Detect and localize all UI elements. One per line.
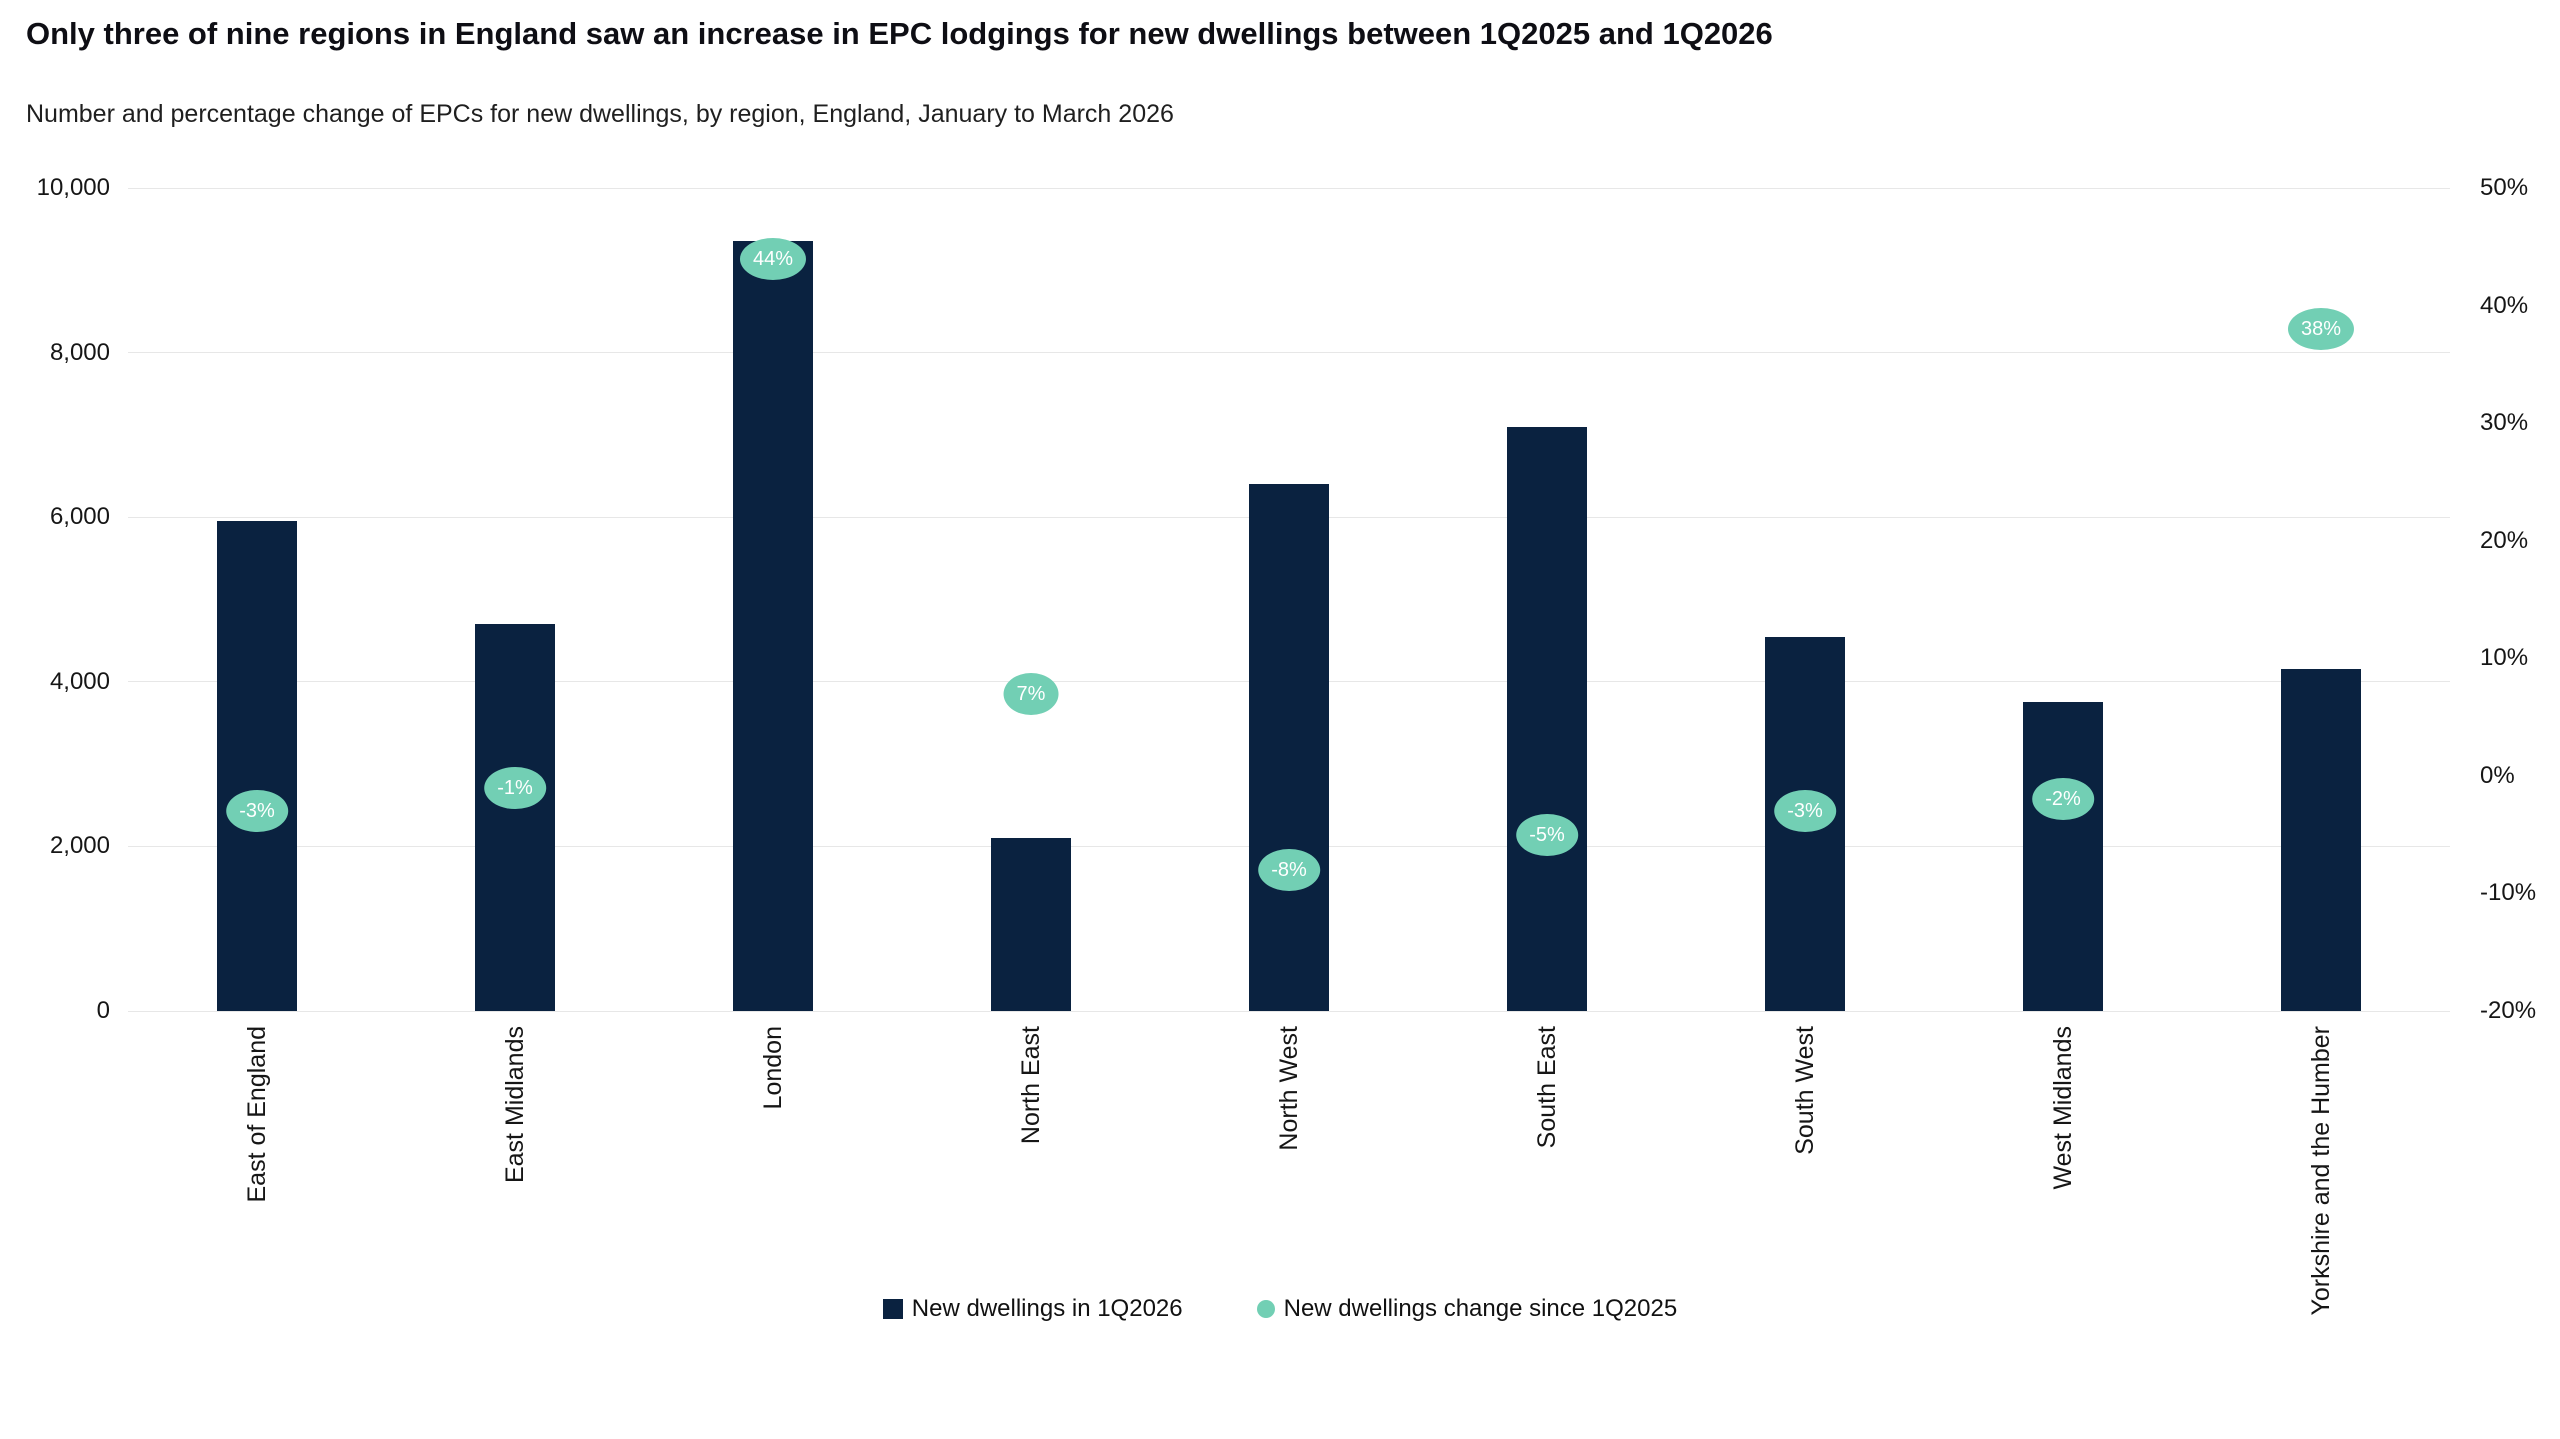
change-marker: -1% — [484, 766, 546, 809]
bar — [1249, 484, 1329, 1011]
right-axis-tick-label: 0% — [2480, 761, 2515, 789]
category-label: East Midlands — [501, 1026, 529, 1184]
legend-item-new-dwellings: New dwellings in 1Q2026 — [882, 1295, 1183, 1323]
bar — [217, 521, 297, 1011]
change-marker: 38% — [2287, 308, 2355, 351]
legend-label-new-dwellings: New dwellings in 1Q2026 — [911, 1295, 1183, 1322]
chart-subtitle: Number and percentage change of EPCs for… — [26, 100, 1174, 128]
category-label: London — [759, 1026, 787, 1110]
right-axis-tick-label: 30% — [2480, 409, 2529, 437]
right-axis-tick-label: 50% — [2480, 174, 2529, 201]
legend-label-change: New dwellings change since 1Q2025 — [1283, 1295, 1678, 1322]
bar — [475, 624, 555, 1011]
left-axis-tick-label: 10,000 — [36, 174, 110, 201]
change-marker: -2% — [2032, 778, 2094, 821]
gridline — [128, 1010, 2450, 1012]
right-axis-tick-label: -20% — [2480, 997, 2537, 1024]
left-axis-tick-label: 8,000 — [49, 338, 110, 366]
left-axis-tick-label: 0 — [96, 997, 110, 1024]
change-marker: 44% — [739, 237, 807, 280]
bar-series-swatch-icon — [882, 1299, 903, 1319]
right-axis-tick-label: 20% — [2480, 526, 2529, 554]
left-axis-tick-label: 4,000 — [49, 667, 110, 695]
bar — [991, 838, 1071, 1011]
legend-item-change: New dwellings change since 1Q2025 — [1256, 1295, 1678, 1323]
gridline — [128, 352, 2450, 354]
legend: New dwellings in 1Q2026 New dwellings ch… — [0, 1295, 2560, 1323]
category-label: West Midlands — [2049, 1026, 2077, 1190]
right-axis-tick-label: -10% — [2480, 879, 2537, 907]
change-marker: -3% — [226, 790, 288, 833]
left-axis-tick-label: 2,000 — [49, 832, 110, 860]
right-axis-tick-label: 10% — [2480, 644, 2529, 672]
change-marker: -5% — [1516, 813, 1578, 856]
change-series-swatch-icon — [1256, 1300, 1275, 1318]
bar — [2281, 669, 2361, 1011]
change-marker: 7% — [1003, 672, 1059, 715]
left-axis-tick-label: 6,000 — [49, 503, 110, 531]
change-marker: -8% — [1258, 848, 1320, 891]
chart-title: Only three of nine regions in England sa… — [26, 16, 1773, 51]
change-marker: -3% — [1774, 790, 1836, 833]
right-axis-tick-label: 40% — [2480, 291, 2529, 319]
category-label: South East — [1533, 1026, 1561, 1149]
bar — [1507, 426, 1587, 1011]
gridline — [128, 187, 2450, 189]
category-label: South West — [1791, 1026, 1819, 1155]
category-label: Yorkshire and the Humber — [2307, 1026, 2335, 1316]
category-label: East of England — [243, 1026, 271, 1203]
category-label: North East — [1017, 1026, 1045, 1145]
bar — [733, 241, 813, 1011]
category-label: North West — [1275, 1026, 1303, 1151]
bar — [2023, 702, 2103, 1011]
